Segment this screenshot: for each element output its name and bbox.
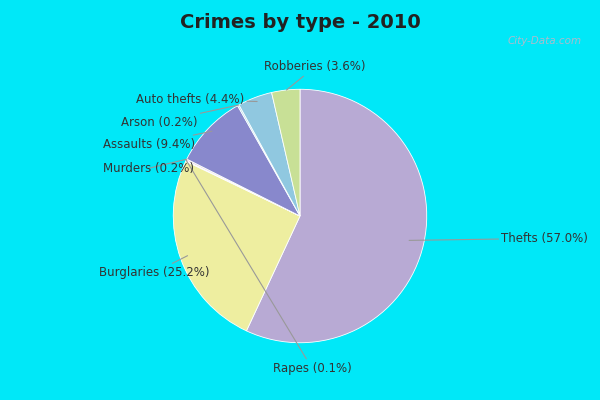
Text: Robberies (3.6%): Robberies (3.6%) <box>264 60 365 90</box>
Text: Burglaries (25.2%): Burglaries (25.2%) <box>99 256 209 279</box>
Text: Auto thefts (4.4%): Auto thefts (4.4%) <box>136 93 257 106</box>
Text: City-Data.com: City-Data.com <box>508 36 582 46</box>
Text: Thefts (57.0%): Thefts (57.0%) <box>409 232 588 245</box>
Wedge shape <box>173 161 300 331</box>
Wedge shape <box>238 105 300 216</box>
Text: Assaults (9.4%): Assaults (9.4%) <box>103 131 212 151</box>
Wedge shape <box>187 106 300 216</box>
Wedge shape <box>186 160 300 216</box>
Wedge shape <box>239 92 300 216</box>
Text: Crimes by type - 2010: Crimes by type - 2010 <box>179 12 421 32</box>
Text: Murders (0.2%): Murders (0.2%) <box>103 159 194 175</box>
Text: Arson (0.2%): Arson (0.2%) <box>121 105 239 128</box>
Text: Rapes (0.1%): Rapes (0.1%) <box>186 160 352 374</box>
Wedge shape <box>272 89 300 216</box>
Wedge shape <box>247 89 427 343</box>
Wedge shape <box>186 159 300 216</box>
